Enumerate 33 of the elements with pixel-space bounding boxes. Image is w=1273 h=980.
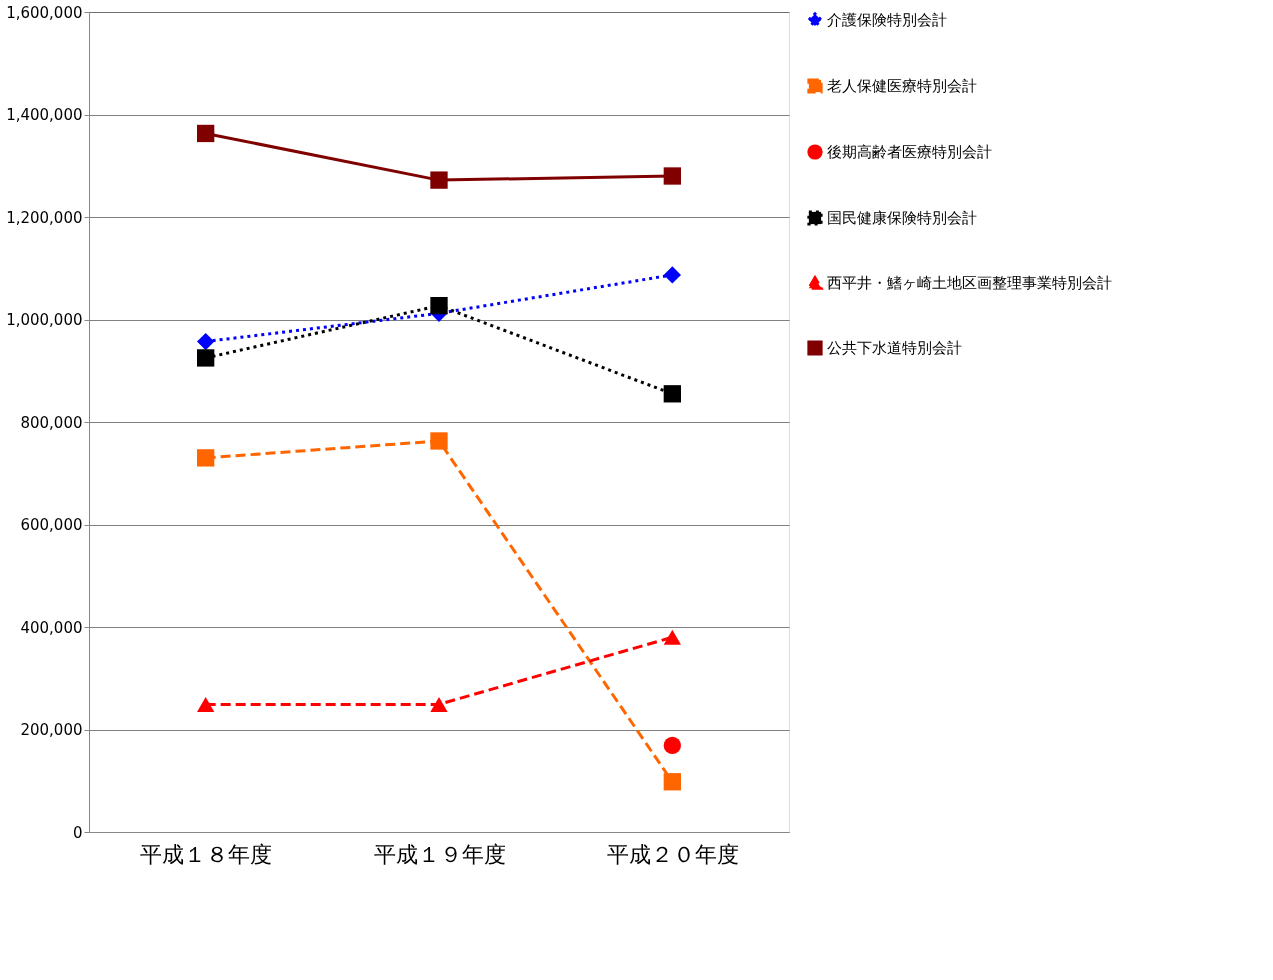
y-tick-label: 800,000 xyxy=(20,413,83,432)
point xyxy=(663,629,681,645)
point xyxy=(197,696,215,712)
legend-label: 後期高齢者医療特別会計 xyxy=(827,143,992,161)
y-tick-label: 1,200,000 xyxy=(6,208,83,227)
point xyxy=(430,297,448,315)
point xyxy=(663,773,681,791)
y-tick-label: 1,000,000 xyxy=(6,311,83,329)
y-tick-label: 200,000 xyxy=(20,721,83,739)
legend-label: 介護保険特別会計 xyxy=(827,11,947,29)
point xyxy=(197,449,215,467)
y-tick-label: 600,000 xyxy=(20,516,83,534)
x-tick-label: 平成１８年度 xyxy=(140,841,273,867)
point xyxy=(430,432,448,450)
point xyxy=(197,349,215,367)
x-tick-label: 平成２０年度 xyxy=(606,841,739,867)
point xyxy=(663,167,681,185)
point xyxy=(197,124,215,143)
y-tick-label: 1,600,000 xyxy=(6,3,83,22)
y-tick-label: 1,400,000 xyxy=(6,106,83,124)
point xyxy=(197,332,215,351)
point xyxy=(430,171,448,189)
y-tick-label: 0 xyxy=(72,823,83,842)
point xyxy=(663,736,681,755)
legend-label: 老人保健医療特別会計 xyxy=(827,77,977,95)
x-tick-label: 平成１９年度 xyxy=(373,841,506,867)
point xyxy=(663,385,681,403)
legend-label: 公共下水道特別会計 xyxy=(827,339,962,357)
y-tick-label: 400,000 xyxy=(20,618,83,637)
point xyxy=(663,266,681,284)
point xyxy=(430,696,448,712)
legend-label: 西平井・鰭ヶ崎土地区画整理事業特別会計 xyxy=(827,274,1112,292)
legend-label: 国民健康保険特別会計 xyxy=(827,209,977,227)
